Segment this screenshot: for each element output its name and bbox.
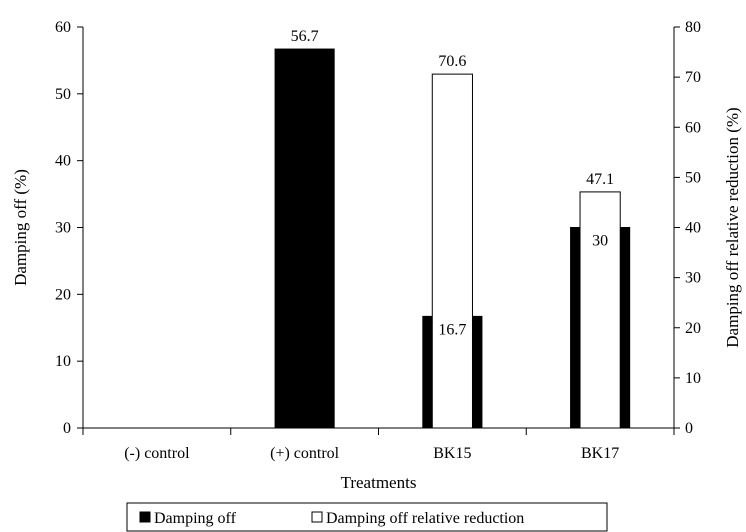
legend-swatch-damping-off — [139, 511, 151, 523]
y-tick-label-right: 0 — [685, 420, 693, 437]
x-tick-label: BK17 — [581, 445, 619, 462]
x-tick-label: BK15 — [433, 445, 471, 462]
data-labels: 56.7 70.6 16.7 47.1 30 — [291, 28, 615, 338]
y-tick-label-right: 80 — [685, 19, 701, 36]
x-axis-title: Treatments — [341, 473, 417, 492]
data-label-relative-reduction: 70.6 — [438, 53, 466, 70]
y-tick-label-left: 50 — [55, 86, 71, 103]
legend: Damping off Damping off relative reductio… — [126, 502, 608, 532]
data-label-damping-off: 56.7 — [291, 28, 319, 45]
y-tick-label-right: 10 — [685, 370, 701, 387]
y-tick-label-right: 70 — [685, 69, 701, 86]
bar-relative-reduction — [431, 73, 473, 429]
data-label-damping-off: 16.7 — [438, 321, 466, 338]
bars — [274, 48, 631, 429]
y-tick-label-right: 50 — [685, 169, 701, 186]
y-axis-title-left: Damping off (%) — [11, 169, 30, 286]
bar-relative-reduction — [579, 191, 621, 429]
x-tick-label: (-) control — [124, 445, 190, 462]
y-tick-label-right: 30 — [685, 270, 701, 287]
data-label-relative-reduction: 47.1 — [586, 171, 614, 188]
y-tick-label-left: 20 — [55, 286, 71, 303]
legend-label-relative-reduction: Damping off relative reduction — [326, 510, 524, 527]
y-tick-label-left: 60 — [55, 19, 71, 36]
y-tick-label-right: 40 — [685, 220, 701, 237]
y-tick-label-left: 30 — [55, 220, 71, 237]
bar-damping-off — [274, 48, 335, 429]
y-axis-title-right: Damping off relative reduction (%) — [723, 107, 742, 347]
legend-box — [126, 502, 608, 532]
y-tick-label-left: 40 — [55, 153, 71, 170]
y-tick-label-right: 60 — [685, 119, 701, 136]
y-tick-label-right: 20 — [685, 320, 701, 337]
y-tick-label-left: 0 — [63, 420, 71, 437]
axes: 0 10 20 30 40 50 60 0 10 20 30 40 50 60 70 80 (-) contro… — [11, 19, 742, 492]
legend-swatch-relative-reduction — [311, 511, 323, 523]
legend-label-damping-off: Damping off — [154, 510, 237, 527]
data-label-damping-off: 30 — [592, 233, 608, 250]
y-tick-label-left: 10 — [55, 353, 71, 370]
x-tick-label: (+) control — [270, 445, 340, 462]
